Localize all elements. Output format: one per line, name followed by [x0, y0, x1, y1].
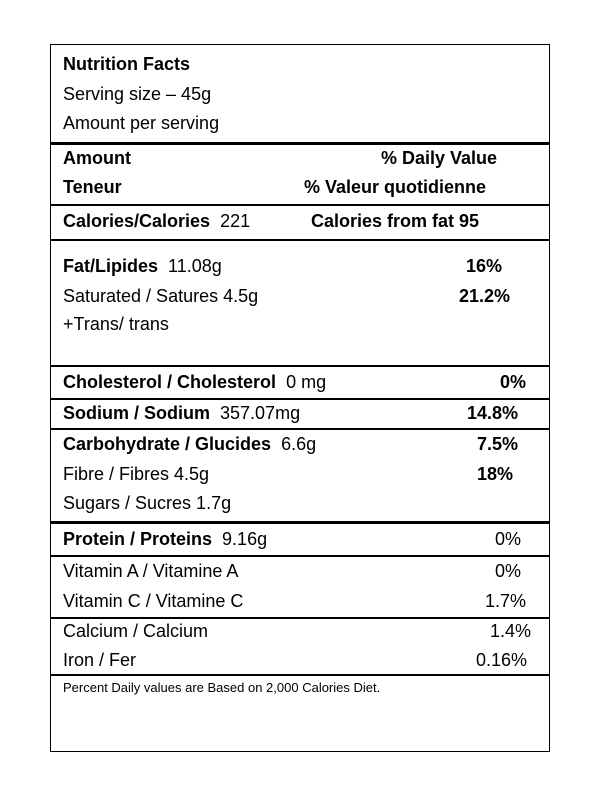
sodium-value: 357.07mg — [220, 403, 301, 423]
protein-value: 9.16g — [222, 529, 268, 549]
valeur-quotidienne-heading: % Valeur quotidienne — [304, 177, 487, 197]
protein-label: Protein / Proteins — [63, 529, 213, 549]
nutrition-facts-title: Nutrition Facts — [63, 54, 191, 74]
cholesterol-label: Cholesterol / Cholesterol — [63, 372, 277, 392]
divider — [51, 428, 549, 430]
calories-row: Calories/Calories 221 — [63, 210, 250, 232]
divider — [51, 674, 549, 676]
carbohydrate-value: 6.6g — [281, 434, 317, 454]
calories-from-fat: Calories from fat 95 — [311, 211, 480, 231]
vitamin-a-dv: 0% — [495, 561, 522, 581]
carbohydrate-label: Carbohydrate / Glucides — [63, 434, 272, 454]
cholesterol-value: 0 mg — [286, 372, 327, 392]
fat-dv: 16% — [466, 256, 503, 276]
teneur-heading: Teneur — [63, 177, 122, 197]
protein-dv: 0% — [495, 529, 522, 549]
saturated-fat-dv: 21.2% — [459, 286, 511, 306]
calcium-dv: 1.4% — [490, 621, 532, 641]
sodium-label: Sodium / Sodium — [63, 403, 210, 423]
sodium-row: Sodium / Sodium 357.07mg — [63, 402, 300, 424]
nutrition-facts-label: Nutrition Facts Serving size – 45g Amoun… — [50, 44, 550, 752]
carbohydrate-dv: 7.5% — [477, 434, 519, 454]
amount-per-serving: Amount per serving — [63, 113, 220, 133]
vitamin-a: Vitamin A / Vitamine A — [63, 561, 239, 581]
fat-label: Fat/Lipides — [63, 256, 159, 276]
footnote: Percent Daily values are Based on 2,000 … — [63, 680, 381, 695]
divider — [51, 617, 549, 619]
divider — [51, 239, 549, 241]
calories-label: Calories/Calories — [63, 211, 211, 231]
amount-heading: Amount — [63, 148, 131, 168]
saturated-fat: Saturated / Satures 4.5g — [63, 286, 259, 306]
vitamin-c-dv: 1.7% — [485, 591, 527, 611]
divider — [51, 398, 549, 400]
vitamin-c: Vitamin C / Vitamine C — [63, 591, 244, 611]
iron: Iron / Fer — [63, 650, 137, 670]
divider — [51, 204, 549, 206]
divider — [51, 365, 549, 367]
serving-size: Serving size – 45g — [63, 84, 212, 104]
sodium-dv: 14.8% — [467, 403, 519, 423]
fibre: Fibre / Fibres 4.5g — [63, 464, 210, 484]
calcium: Calcium / Calcium — [63, 621, 209, 641]
sugars: Sugars / Sucres 1.7g — [63, 493, 232, 513]
divider — [51, 555, 549, 557]
protein-row: Protein / Proteins 9.16g — [63, 528, 267, 550]
calories-value: 221 — [220, 211, 251, 231]
cholesterol-row: Cholesterol / Cholesterol 0 mg — [63, 371, 326, 393]
cholesterol-dv: 0% — [500, 372, 527, 392]
divider — [51, 142, 549, 145]
trans-fat: +Trans/ trans — [63, 314, 169, 334]
daily-value-heading: % Daily Value — [381, 148, 498, 168]
iron-dv: 0.16% — [476, 650, 528, 670]
carbohydrate-row: Carbohydrate / Glucides 6.6g — [63, 433, 316, 455]
fat-value: 11.08g — [168, 256, 222, 276]
fat-row: Fat/Lipides 11.08g — [63, 255, 222, 277]
fibre-dv: 18% — [477, 464, 514, 484]
divider — [51, 521, 549, 524]
